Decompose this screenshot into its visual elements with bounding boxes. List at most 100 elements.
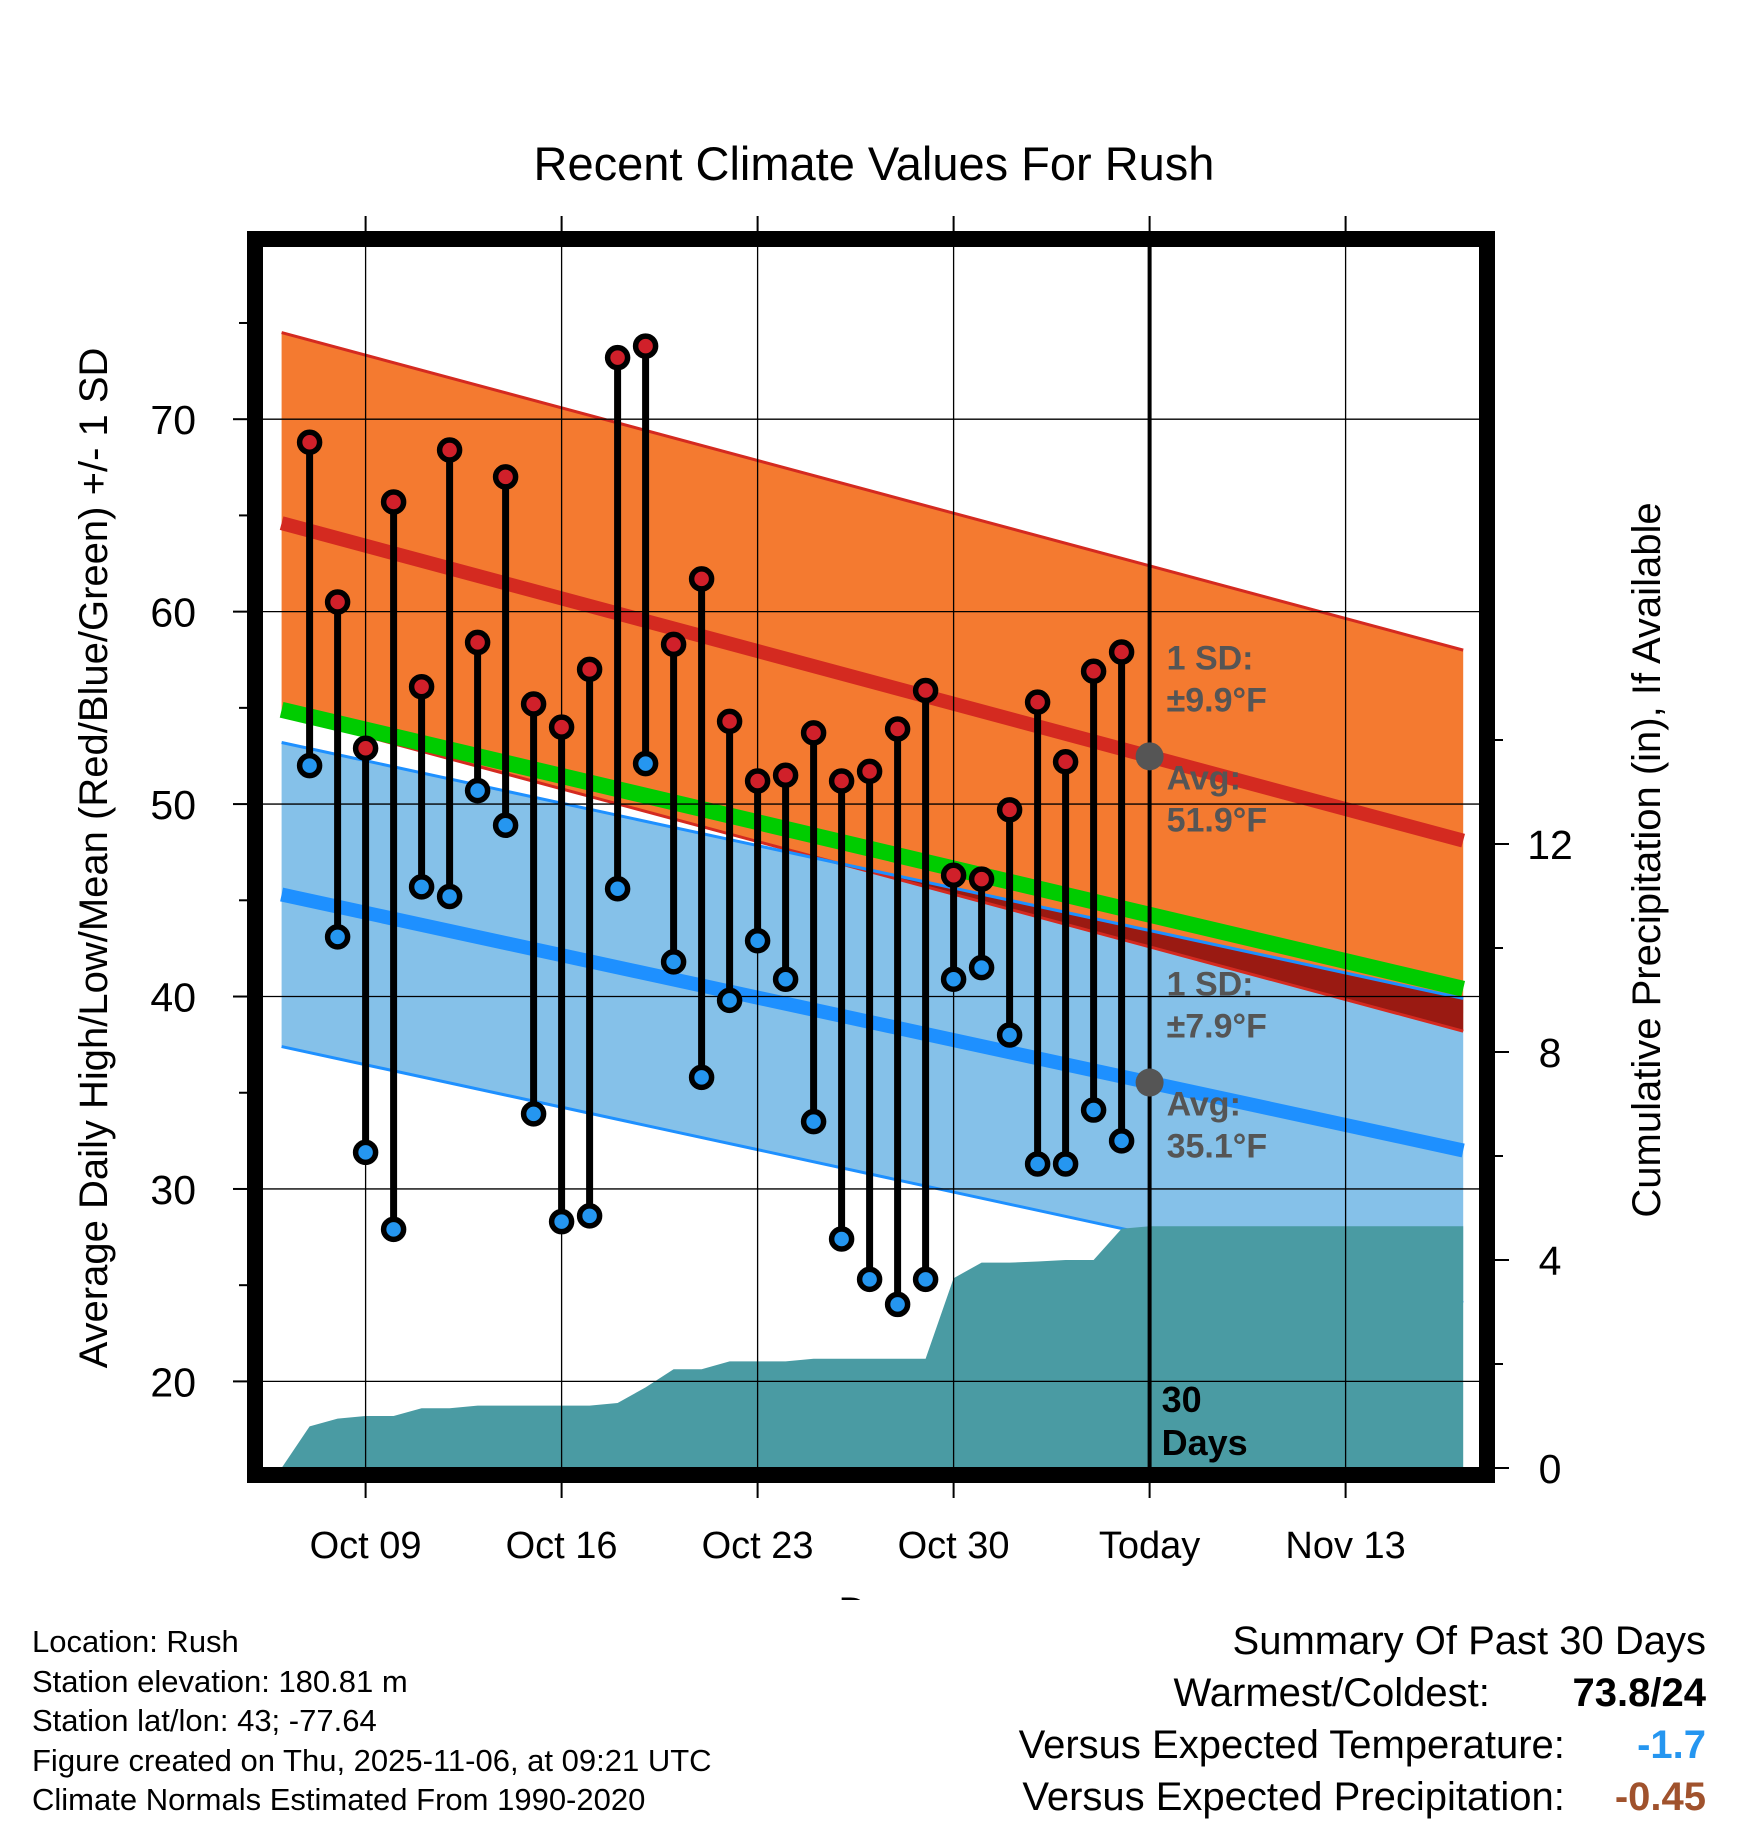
daily-high-point [996,797,1023,823]
low-sd-label: 1 SD: [1167,966,1254,1004]
x-axis-label: Day [838,1590,909,1600]
daily-high-point [408,673,435,700]
daily-low-point [940,966,967,992]
latlon-text: Station lat/lon: 43; -77.64 [32,1703,377,1738]
daily-high-point [940,862,967,889]
daily-low-point [744,927,771,954]
daily-low-point [856,1266,883,1293]
daily-high-point [632,333,659,359]
y-tick-label: 40 [150,975,196,1021]
elevation-text: Station elevation: 180.81 m [32,1663,408,1699]
daily-high-point [520,691,547,717]
daily-low-point [800,1108,827,1135]
daily-low-point [912,1266,939,1293]
daily-high-point [548,714,575,740]
today-low-avg-marker [1135,1068,1164,1097]
location-text: Location: Rush [32,1624,239,1659]
daily-low-point [352,1139,379,1166]
daily-low-point [324,924,351,950]
x-tick-label: Oct 23 [702,1525,814,1567]
daily-high-point [660,631,687,658]
days-count-label: 30 [1162,1379,1202,1420]
daily-low-point [1052,1151,1079,1177]
daily-high-point [968,866,995,892]
daily-low-point [492,812,519,838]
high-avg-label: Avg: [1167,759,1241,797]
daily-high-point [380,489,407,515]
x-tick-label: Oct 30 [898,1525,1010,1567]
daily-high-point [1108,639,1135,665]
daily-low-point [1108,1128,1135,1154]
daily-low-point [604,876,631,902]
warm-cold-value: 73.8/24 [1572,1671,1706,1715]
summary-warm-cold-row: Warmest/Coldest: 73.8/24 [1019,1667,1707,1719]
x-tick-label: Oct 16 [506,1525,618,1567]
daily-low-point [828,1226,855,1252]
summary-title: Summary Of Past 30 Days [1232,1619,1706,1663]
daily-high-point [772,762,799,788]
today-high-avg-marker [1135,742,1164,771]
high-avg-value: 51.9°F [1167,801,1268,839]
chart-title: Recent Climate Values For Rush [534,137,1215,190]
x-tick-label: Oct 09 [310,1525,422,1567]
daily-low-point [380,1216,407,1243]
summary-precip-row: Versus Expected Precipitation: -0.45 [1019,1771,1706,1823]
daily-high-point [856,758,883,785]
y-axis-label: Average Daily High/Low/Mean (Red/Blue/Gr… [72,348,116,1369]
low-sd-value: ±7.9°F [1167,1008,1267,1046]
y-tick-label: 30 [150,1167,196,1213]
daily-low-point [1024,1151,1051,1177]
y-tick-label: 70 [150,397,196,443]
x-tick-label: Nov 13 [1285,1525,1405,1567]
y-tick-label: 20 [150,1359,196,1405]
daily-low-point [520,1101,547,1127]
y-tick-label: 60 [150,590,196,636]
days-unit-label: Days [1162,1422,1248,1463]
temp-value: -1.7 [1637,1723,1706,1767]
summary-temp-row: Versus Expected Temperature: -1.7 [1019,1719,1706,1771]
warm-cold-label: Warmest/Coldest: [1173,1671,1490,1715]
daily-low-point [884,1291,911,1318]
high-sd-label: 1 SD: [1167,639,1254,677]
daily-low-point [688,1064,715,1091]
y-tick-label: 50 [150,782,196,828]
daily-low-point [632,750,659,777]
daily-low-point [576,1203,603,1229]
daily-high-point [1052,748,1079,775]
daily-low-point [996,1022,1023,1048]
temp-label: Versus Expected Temperature: [1018,1723,1565,1767]
daily-high-point [912,677,939,704]
normals-text: Climate Normals Estimated From 1990-2020 [32,1782,646,1817]
y2-tick-label: 8 [1539,1030,1562,1076]
daily-high-point [604,344,631,371]
y2-tick-label: 4 [1539,1238,1562,1284]
low-avg-value: 35.1°F [1167,1128,1268,1166]
daily-high-point [492,464,519,490]
daily-low-point [436,883,463,910]
climate-chart: Recent Climate Values For Rush 1 SD: ±9.9… [72,137,1669,1600]
daily-high-point [352,735,379,762]
low-avg-label: Avg: [1167,1086,1241,1124]
daily-low-point [660,949,687,975]
daily-low-point [772,966,799,992]
daily-high-point [688,566,715,592]
daily-low-point [464,777,491,804]
daily-high-point [800,720,827,746]
daily-high-point [1024,689,1051,715]
y2-tick-label: 0 [1539,1446,1562,1492]
daily-low-point [1080,1097,1107,1123]
daily-low-point [408,874,435,900]
daily-high-point [744,768,771,794]
daily-low-point [296,752,323,779]
station-info: Location: Rush Station elevation: 180.81… [32,1622,712,1820]
high-sd-upper-line [281,331,1464,652]
daily-high-point [1080,658,1107,685]
summary-panel: Summary Of Past 30 Days Warmest/Coldest:… [1019,1615,1706,1823]
precip-value: -0.45 [1614,1775,1706,1819]
y2-tick-label: 12 [1527,822,1573,868]
created-text: Figure created on Thu, 2025-11-06, at 09… [32,1742,712,1778]
daily-low-point [968,954,995,981]
daily-high-point [324,589,351,615]
normal-high-line [279,516,1466,848]
plot-frame [247,231,1495,1483]
